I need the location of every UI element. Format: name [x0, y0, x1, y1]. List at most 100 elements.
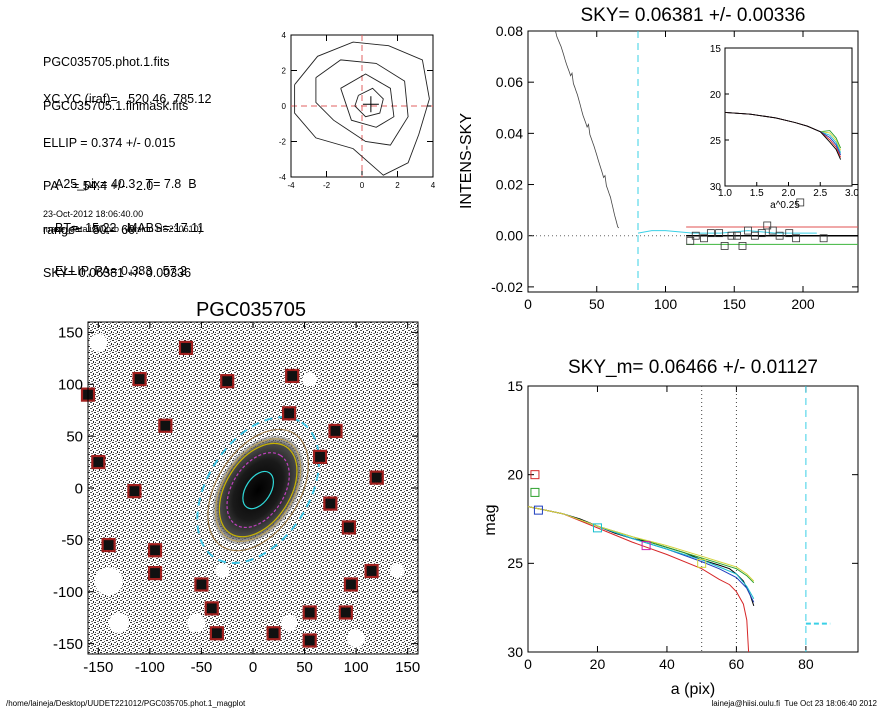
contour-line — [294, 41, 430, 176]
contour-ytick-label: -2 — [279, 137, 287, 146]
footer-path: /home/laineja/Desktop/UUDET221012/PGC035… — [6, 699, 246, 708]
masked-star-hole — [390, 564, 405, 578]
masked-star-hole — [281, 614, 298, 631]
masked-source-box — [285, 368, 300, 384]
inset-ytick-label: 25 — [710, 136, 722, 147]
galaxy-ytick-label: 0 — [75, 480, 83, 497]
sky-sample-box — [763, 221, 772, 230]
sky-xtick-label: 0 — [524, 296, 532, 312]
sky-ytick-label: 0.02 — [496, 176, 523, 192]
mag-profile-line — [527, 506, 750, 653]
contour-ytick-label: 2 — [282, 66, 287, 75]
isophote-ellipse — [196, 416, 321, 565]
sky-sample-box — [785, 229, 794, 238]
masked-source-box — [127, 484, 142, 499]
sky-ytick-label: 0.08 — [496, 23, 523, 39]
contour-line — [354, 87, 384, 118]
galaxy-ytick-label: 150 — [58, 325, 83, 342]
inset-xtick-label: 2.0 — [782, 188, 796, 199]
masked-source-box — [101, 537, 116, 553]
mag-frame — [527, 385, 859, 653]
info-line: PGC035705.1.finmask.fits — [43, 98, 189, 113]
inset-xtick-label: 2.5 — [813, 188, 827, 199]
mag-marker-box — [697, 558, 707, 568]
masked-source-box — [343, 577, 359, 592]
mag-profile-line — [527, 506, 755, 603]
mag-marker-box — [533, 505, 543, 515]
galaxy-xtick-label: 50 — [296, 659, 313, 676]
mag-xtick-label: 60 — [729, 656, 745, 672]
galaxy-body — [212, 435, 304, 545]
sky-ytick-label: 0.00 — [496, 228, 523, 244]
masked-source-box — [302, 605, 317, 620]
mag-xtick-label: 80 — [798, 656, 814, 672]
file-names: PGC035705.phot.1.fits PGC035705.1.finmas… — [43, 26, 188, 142]
sky-sample-box — [706, 229, 715, 238]
masked-source-box — [204, 601, 219, 616]
info-line: ELLIP = 0.374 +/- 0.015 — [43, 135, 176, 150]
sky-sample-box — [691, 231, 700, 240]
galaxy-xtick-label: 0 — [249, 659, 257, 676]
galaxy-ytick-label: 50 — [66, 428, 83, 445]
sky-ytick-label: 0.04 — [496, 125, 523, 141]
masked-source-box — [209, 626, 225, 641]
mag-xlabel: a (pix) — [671, 681, 715, 698]
masked-star-hole — [187, 613, 206, 632]
sky-ylabel: INTENS-SKY — [458, 113, 475, 209]
mag-profile-line — [527, 506, 755, 600]
masked-source-box — [91, 454, 106, 470]
masked-star-hole — [347, 629, 366, 648]
isophote-ellipse — [242, 470, 275, 510]
galaxy-xtick-label: 150 — [395, 659, 420, 676]
contour-line — [340, 73, 395, 128]
masked-star-hole — [215, 564, 230, 578]
masked-source-box — [312, 449, 328, 464]
sky-residual-line — [637, 230, 817, 234]
isophote-ellipse — [218, 442, 298, 538]
sky-ytick-label: 0.06 — [496, 74, 523, 90]
galaxy-xtick-label: -100 — [135, 659, 165, 676]
sky-xtick-label: 100 — [654, 296, 678, 312]
info-line: SKY= 0.06381 +/- 0.00336 — [43, 266, 192, 280]
mag-ytick-label: 25 — [507, 555, 523, 571]
inset-ytick-label: 30 — [710, 182, 722, 193]
masked-source-box — [147, 565, 163, 581]
masked-source-box — [302, 633, 317, 648]
sky-sample-box — [738, 242, 747, 250]
masked-source-box — [194, 577, 209, 592]
galaxy-xtick-label: 100 — [344, 659, 369, 676]
mag-profile-line — [527, 506, 755, 582]
sky-xtick-label: 50 — [589, 296, 605, 312]
contour-xtick-label: 4 — [431, 181, 436, 190]
mag-ytick-label: 30 — [507, 644, 523, 660]
contour-xtick-label: -2 — [323, 181, 331, 190]
sky-title: SKY= 0.06381 +/- 0.00336 — [580, 5, 805, 26]
mag-profile-line — [527, 506, 755, 607]
masked-source-box — [281, 406, 297, 421]
sky-sample-box — [686, 236, 695, 245]
contour-xtick-label: 0 — [360, 181, 365, 190]
contour-xtick-label: -4 — [287, 181, 295, 190]
masked-source-box — [328, 423, 343, 439]
masked-source-box — [147, 543, 163, 558]
masked-source-box — [178, 340, 194, 356]
info-line: BT= 15.22 MABS=-17.11 — [55, 220, 205, 235]
sky-sample-box — [744, 226, 752, 235]
inset-xtick-label: 1.0 — [718, 188, 732, 199]
sky-profile-line — [555, 30, 620, 229]
galaxy-xtick-label: -50 — [191, 659, 213, 676]
mag-title: SKY_m= 0.06466 +/- 0.01127 — [568, 357, 818, 378]
mag-marker-box — [592, 523, 602, 533]
isophote-ellipse — [226, 452, 290, 529]
galaxy-ytick-label: -50 — [61, 532, 83, 549]
sky-inset-frame — [724, 47, 853, 187]
photometry-results: A25_pix= 40.3 T= 7.8 B BT= 15.22 MABS=-1… — [55, 148, 204, 308]
masked-source-box — [132, 371, 147, 387]
contour-ytick-label: -4 — [279, 173, 287, 182]
sky-sample-box — [796, 198, 805, 207]
sky-sample-box — [733, 231, 741, 240]
fit-parameters: XC,YC (iraf)= 520.46, 785.12 ELLIP = 0.3… — [43, 63, 212, 310]
sky-xtick-label: 150 — [723, 296, 747, 312]
